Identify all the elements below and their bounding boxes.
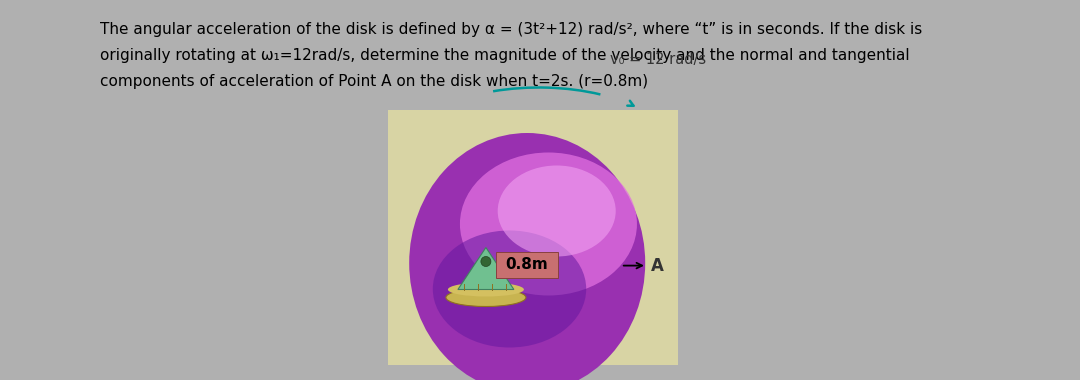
Bar [388,110,678,365]
Ellipse shape [433,231,586,347]
Text: The angular acceleration of the disk is defined by α = (3t²+12) rad/s², where “t: The angular acceleration of the disk is … [100,22,922,37]
Ellipse shape [409,133,645,380]
Ellipse shape [448,282,524,296]
Text: components of acceleration of Point A on the disk when t=2s. (r=0.8m): components of acceleration of Point A on… [100,74,648,89]
Ellipse shape [460,152,637,296]
Ellipse shape [498,166,616,256]
Text: 0.8m: 0.8m [505,257,549,272]
Text: v₀ = 12 rad/s: v₀ = 12 rad/s [610,52,706,67]
Bar [496,252,558,278]
Circle shape [481,256,491,266]
Ellipse shape [446,288,526,307]
Text: originally rotating at ω₁=12rad/s, determine the magnitude of the velocity and t: originally rotating at ω₁=12rad/s, deter… [100,48,909,63]
Polygon shape [458,247,514,290]
Text: A: A [651,256,664,275]
